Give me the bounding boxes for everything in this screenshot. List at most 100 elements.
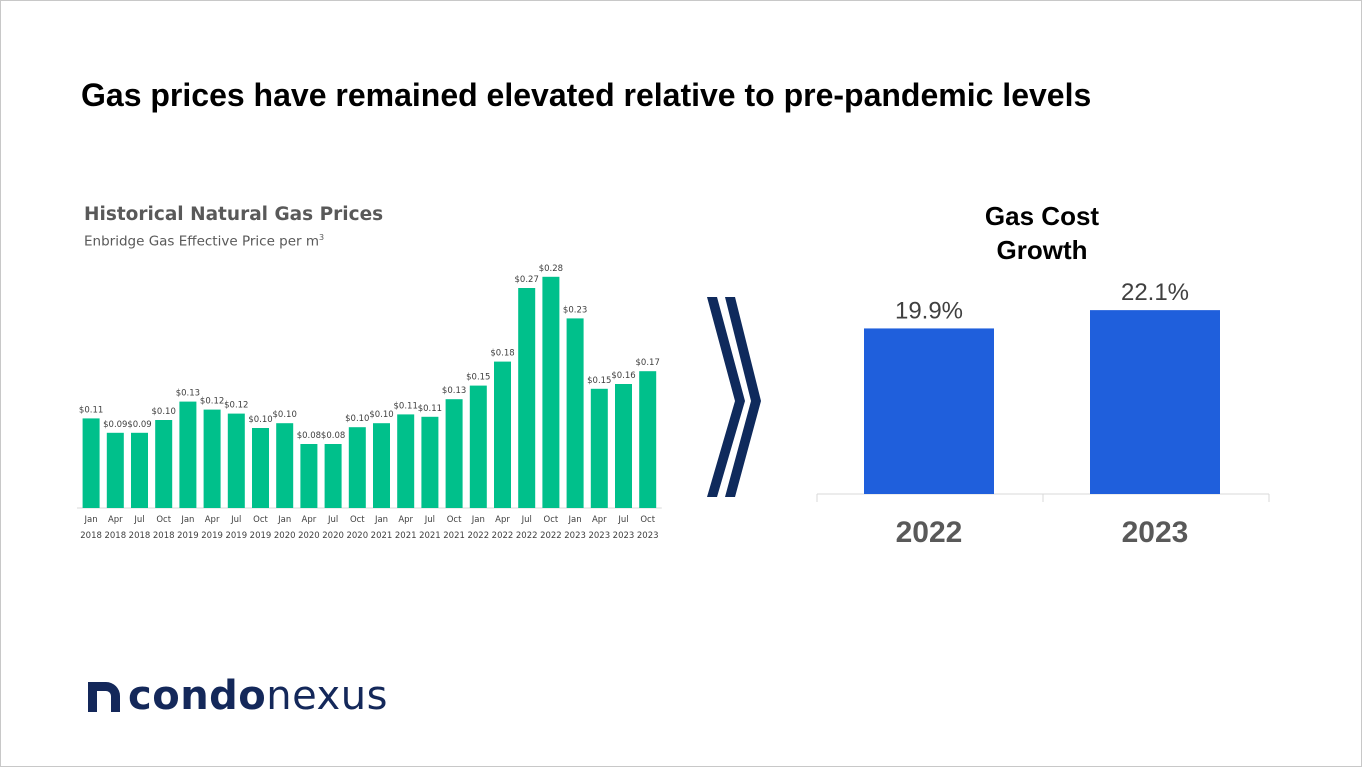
historical-bar bbox=[348, 427, 366, 508]
historical-bar bbox=[518, 288, 536, 508]
historical-bar bbox=[324, 444, 342, 508]
historical-bar bbox=[179, 401, 197, 508]
historical-data-label: $0.23 bbox=[563, 305, 587, 315]
growth-data-label: 19.9% bbox=[895, 297, 963, 324]
growth-bar bbox=[864, 328, 994, 494]
historical-tick-year: 2022 bbox=[540, 531, 562, 541]
historical-chart-subtitle: Enbridge Gas Effective Price per m3 bbox=[84, 233, 324, 250]
historical-tick-year: 2021 bbox=[371, 531, 393, 541]
historical-data-label: $0.10 bbox=[273, 410, 297, 420]
historical-tick-year: 2020 bbox=[322, 531, 344, 541]
historical-bar bbox=[639, 371, 657, 508]
logo-light-text: nexus bbox=[266, 673, 388, 719]
growth-title-line-1: Gas Cost bbox=[984, 201, 1100, 231]
historical-data-label: $0.09 bbox=[103, 420, 127, 430]
historical-bar bbox=[155, 420, 173, 508]
historical-data-label: $0.11 bbox=[79, 405, 103, 415]
slide-title: Gas prices have remained elevated relati… bbox=[81, 77, 1092, 113]
historical-tick-year: 2019 bbox=[225, 531, 247, 541]
historical-bar bbox=[131, 432, 148, 508]
historical-tick-month: Apr bbox=[592, 515, 607, 525]
historical-tick-month: Apr bbox=[205, 515, 220, 525]
historical-tick-month: Apr bbox=[398, 515, 413, 525]
historical-tick-year: 2018 bbox=[153, 531, 175, 541]
historical-bar bbox=[542, 276, 560, 508]
historical-data-label: $0.10 bbox=[152, 407, 176, 417]
historical-tick-month: Oct bbox=[253, 515, 268, 525]
historical-tick-month: Jan bbox=[568, 515, 582, 525]
historical-tick-year: 2023 bbox=[613, 531, 635, 541]
historical-gas-price-chart: $0.11 Jan 2018 $0.09 Apr 2018 $0.09 Jul 2018 $0.1… bbox=[77, 264, 662, 541]
historical-bar bbox=[445, 399, 463, 508]
historical-tick-month: Jan bbox=[180, 515, 194, 525]
historical-tick-month: Apr bbox=[108, 515, 123, 525]
historical-tick-year: 2021 bbox=[443, 531, 465, 541]
historical-bar bbox=[106, 432, 124, 508]
historical-tick-year: 2022 bbox=[467, 531, 489, 541]
historical-tick-month: Jan bbox=[374, 515, 388, 525]
growth-tick-label: 2022 bbox=[896, 516, 963, 549]
historical-data-label: $0.10 bbox=[345, 414, 369, 424]
historical-tick-month: Jul bbox=[521, 515, 532, 525]
historical-data-label: $0.13 bbox=[442, 386, 466, 396]
condonexus-logo: condonexus bbox=[84, 671, 388, 721]
historical-bar bbox=[373, 423, 390, 508]
double-chevron-right-icon bbox=[707, 297, 761, 497]
historical-bar bbox=[227, 413, 245, 508]
historical-tick-month: Jul bbox=[617, 515, 628, 525]
gas-cost-growth-chart: 19.9% 2022 22.1% 2023 bbox=[816, 279, 1270, 549]
historical-tick-year: 2022 bbox=[516, 531, 538, 541]
historical-tick-month: Jul bbox=[230, 515, 241, 525]
subtitle-superscript: 3 bbox=[319, 233, 325, 242]
historical-bar bbox=[82, 418, 100, 508]
historical-tick-year: 2023 bbox=[588, 531, 610, 541]
historical-tick-year: 2020 bbox=[346, 531, 368, 541]
growth-data-label: 22.1% bbox=[1121, 279, 1189, 306]
historical-tick-year: 2023 bbox=[637, 531, 659, 541]
historical-data-label: $0.28 bbox=[539, 264, 563, 274]
historical-bar bbox=[397, 414, 415, 508]
historical-tick-year: 2021 bbox=[395, 531, 417, 541]
historical-data-label: $0.08 bbox=[297, 431, 321, 441]
historical-data-label: $0.10 bbox=[369, 410, 393, 420]
historical-tick-year: 2023 bbox=[564, 531, 586, 541]
growth-bar bbox=[1090, 310, 1220, 494]
historical-data-label: $0.13 bbox=[176, 389, 200, 399]
historical-tick-month: Oct bbox=[640, 515, 655, 525]
historical-chart-title: Historical Natural Gas Prices bbox=[84, 204, 384, 225]
historical-bar bbox=[276, 423, 294, 508]
historical-tick-year: 2020 bbox=[298, 531, 320, 541]
historical-data-label: $0.09 bbox=[127, 420, 151, 430]
historical-tick-year: 2019 bbox=[201, 531, 223, 541]
historical-data-label: $0.12 bbox=[200, 397, 224, 407]
historical-tick-year: 2018 bbox=[129, 531, 151, 541]
historical-tick-month: Jul bbox=[133, 515, 144, 525]
historical-tick-month: Jul bbox=[424, 515, 435, 525]
historical-bar bbox=[203, 409, 221, 508]
growth-title-line-2: Growth bbox=[996, 235, 1088, 265]
historical-data-label: $0.17 bbox=[636, 358, 660, 368]
n-arch-icon bbox=[88, 682, 120, 712]
historical-tick-month: Jan bbox=[277, 515, 291, 525]
historical-tick-month: Apr bbox=[302, 515, 317, 525]
historical-data-label: $0.15 bbox=[466, 373, 490, 383]
historical-tick-month: Apr bbox=[495, 515, 510, 525]
historical-tick-month: Jul bbox=[327, 515, 338, 525]
historical-tick-year: 2022 bbox=[492, 531, 514, 541]
historical-data-label: $0.12 bbox=[224, 401, 248, 411]
growth-chart-title: Gas Cost Growth bbox=[942, 199, 1142, 267]
historical-tick-month: Oct bbox=[156, 515, 171, 525]
growth-tick-label: 2023 bbox=[1122, 516, 1189, 549]
historical-tick-month: Jan bbox=[84, 515, 98, 525]
historical-tick-month: Oct bbox=[447, 515, 462, 525]
subtitle-text: Enbridge Gas Effective Price per m bbox=[84, 233, 320, 250]
historical-tick-month: Jan bbox=[471, 515, 485, 525]
historical-bar bbox=[252, 428, 269, 508]
historical-data-label: $0.08 bbox=[321, 431, 345, 441]
historical-tick-month: Oct bbox=[350, 515, 365, 525]
historical-bar bbox=[469, 385, 487, 508]
historical-bar bbox=[566, 318, 584, 508]
historical-bar bbox=[590, 388, 608, 508]
historical-data-label: $0.27 bbox=[515, 275, 539, 285]
